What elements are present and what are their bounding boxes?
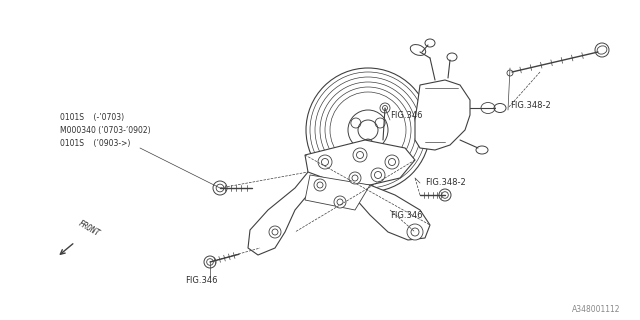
Polygon shape xyxy=(305,140,415,185)
Text: FIG.346: FIG.346 xyxy=(390,211,422,220)
Circle shape xyxy=(318,155,332,169)
Text: 0101S    (’0903->): 0101S (’0903->) xyxy=(60,139,131,148)
Polygon shape xyxy=(355,185,430,240)
Circle shape xyxy=(204,256,216,268)
Text: M000340 (’0703-’0902): M000340 (’0703-’0902) xyxy=(60,126,150,135)
Circle shape xyxy=(407,224,423,240)
Circle shape xyxy=(349,172,361,184)
Circle shape xyxy=(269,226,281,238)
Circle shape xyxy=(507,70,513,76)
Text: FIG.346: FIG.346 xyxy=(185,276,218,285)
Circle shape xyxy=(595,43,609,57)
Circle shape xyxy=(385,155,399,169)
Text: FRONT: FRONT xyxy=(77,219,102,238)
Circle shape xyxy=(353,148,367,162)
Circle shape xyxy=(314,179,326,191)
Circle shape xyxy=(439,189,451,201)
Polygon shape xyxy=(415,80,470,150)
Text: 0101S    (-’0703): 0101S (-’0703) xyxy=(60,113,124,122)
Polygon shape xyxy=(248,172,310,255)
Circle shape xyxy=(334,196,346,208)
Text: FIG.348-2: FIG.348-2 xyxy=(510,101,551,110)
Circle shape xyxy=(380,103,390,113)
Text: FIG.348-2: FIG.348-2 xyxy=(425,178,466,187)
Polygon shape xyxy=(305,175,370,210)
Circle shape xyxy=(213,181,227,195)
Text: FIG.346: FIG.346 xyxy=(390,111,422,120)
Circle shape xyxy=(371,168,385,182)
Text: A348001112: A348001112 xyxy=(572,305,620,314)
